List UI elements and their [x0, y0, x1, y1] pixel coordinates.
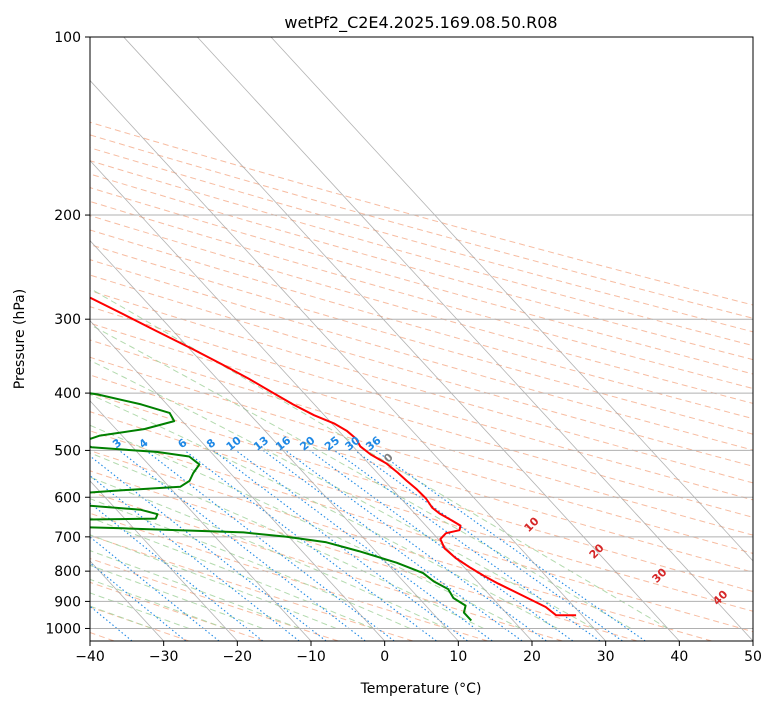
skewed-isotherm-line: [90, 480, 238, 641]
skewed-isotherm-line: [270, 37, 753, 562]
skewed-isotherm-line: [90, 79, 606, 641]
y-tick-label: 900: [54, 594, 81, 610]
mixing-ratio-line: [90, 475, 300, 641]
background-lines: [90, 37, 753, 641]
moist-adiabat-line: [90, 564, 263, 629]
moist-adiabat-line: [90, 424, 521, 629]
y-tick-label: 800: [54, 564, 81, 580]
series-layer: [90, 296, 577, 622]
y-tick-label: 700: [54, 530, 81, 546]
moist-adiabat-line: [90, 476, 448, 629]
plot-frame: [89, 36, 754, 642]
dry-adiabat-line: [90, 411, 753, 612]
moist-adiabat-line: [90, 287, 669, 629]
temperature-profile-line: [90, 296, 577, 617]
x-tick-label: −30: [149, 649, 179, 665]
y-tick-label: 400: [54, 386, 81, 402]
y-tick-label: 100: [54, 30, 81, 46]
dry-adiabat-line: [90, 450, 712, 641]
mixing-ratio-line: [184, 449, 437, 641]
skewed-isotherm-line: [90, 320, 385, 641]
mixing-ratio-line: [235, 449, 493, 641]
chart-title: wetPf2_C2E4.2025.169.08.50.R08: [284, 13, 557, 33]
dry-adiabat-line: [90, 187, 753, 375]
moist-adiabat-line: [90, 393, 558, 629]
moist-adiabat-line: [90, 324, 632, 629]
x-tick-label: −40: [75, 649, 105, 665]
dry-adiabat-line: [90, 512, 488, 641]
skewed-isotherm-line: [197, 37, 753, 641]
mixing-ratio-line: [333, 449, 601, 641]
mixing-ratio-line: [118, 449, 366, 641]
mixing-ratio-line: [354, 449, 623, 641]
skewed-isotherm-line: [123, 37, 680, 641]
dry-adiabat-line: [90, 374, 753, 573]
mixing-ratio-line: [212, 449, 468, 641]
y-tick-label: 300: [54, 312, 81, 328]
dry-adiabat-line: [90, 173, 753, 361]
x-tick-label: 20: [523, 649, 541, 665]
x-tick-label: 10: [449, 649, 467, 665]
x-tick-label: 40: [670, 649, 688, 665]
dry-adiabat-line: [90, 322, 753, 518]
x-tick-label: −20: [223, 649, 253, 665]
skewed-isotherm-line: [90, 400, 312, 641]
x-tick-label: 50: [744, 649, 762, 665]
moist-adiabat-line: [90, 452, 484, 629]
dewpoint-profile-line: [90, 392, 473, 622]
x-tick-label: −10: [296, 649, 326, 665]
x-axis-label: Temperature (°C): [360, 681, 482, 697]
dry-adiabat-line: [90, 160, 753, 347]
skewed-isotherm-line: [90, 159, 533, 641]
y-tick-label: 600: [54, 490, 81, 506]
dry-adiabat-line: [90, 534, 414, 641]
y-tick-label: 500: [54, 443, 81, 459]
x-tick-label: 30: [597, 649, 615, 665]
y-axis-label: Pressure (hPa): [12, 289, 28, 389]
moist-adiabat-line: [90, 517, 374, 629]
mixing-ratio-line: [90, 502, 264, 641]
mixing-ratio-line: [262, 449, 523, 641]
skewed-isotherm-line: [90, 240, 459, 641]
moist-adiabat-line: [90, 534, 337, 629]
dry-adiabat-line: [90, 430, 753, 633]
moist-adiabat-line: [90, 578, 226, 629]
y-tick-label: 200: [54, 208, 81, 224]
grid-lines: [90, 37, 753, 629]
moist-adiabat-line: [90, 359, 595, 629]
dry-adiabat-line: [90, 200, 753, 390]
dry-adiabat-line: [90, 356, 753, 554]
x-tick-label: 0: [380, 649, 389, 665]
axis-ticks: −40 −30 −20 −10 0 10 20 30 40 50 100 200 300 400 500 60…: [45, 30, 762, 665]
y-tick-label: 1000: [45, 621, 81, 637]
